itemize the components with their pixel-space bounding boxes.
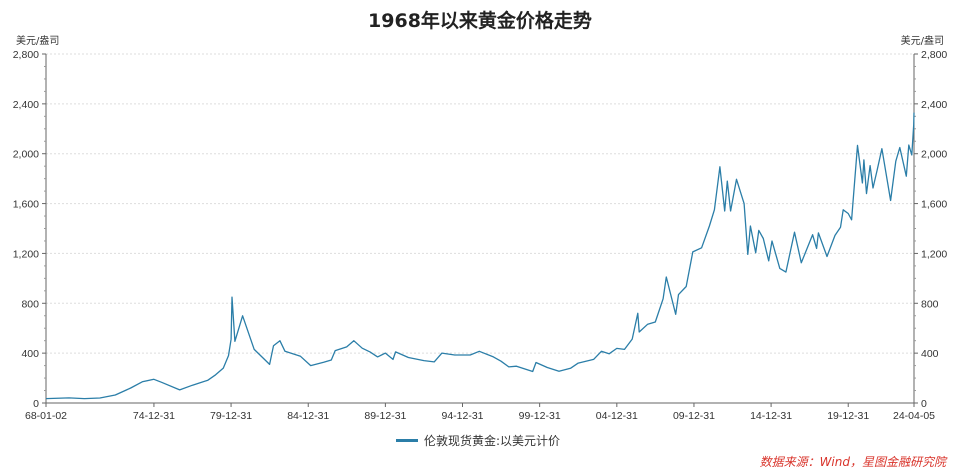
y-tick-label-right: 0 [921, 398, 927, 410]
legend: 伦敦现货黄金:以美元计价 [396, 432, 560, 449]
y-unit-left: 美元/盎司 [16, 34, 59, 47]
y-tick-label-left: 2,000 [13, 149, 39, 161]
y-unit-right: 美元/盎司 [901, 34, 944, 47]
y-tick-label-left: 1,600 [13, 199, 39, 211]
y-tick-label-right: 1,600 [921, 199, 947, 211]
x-tick-label: 79-12-31 [210, 410, 252, 422]
axes [45, 54, 915, 404]
x-tick-label: 19-12-31 [827, 410, 869, 422]
x-tick-label: 99-12-31 [519, 410, 561, 422]
y-tick-label-left: 2,400 [13, 99, 39, 111]
gold-price-line [45, 112, 915, 400]
x-tick-label: 24-04-05 [893, 410, 935, 422]
source-note: 数据来源：Wind，星图金融研究院 [759, 455, 946, 469]
legend-label: 伦敦现货黄金:以美元计价 [424, 434, 561, 448]
x-tick-label: 84-12-31 [287, 410, 329, 422]
x-tick-label: 14-12-31 [750, 410, 792, 422]
y-tick-label-left: 2,800 [13, 49, 39, 61]
x-tick-label: 74-12-31 [133, 410, 175, 422]
y-tick-label-left: 400 [21, 348, 39, 360]
x-tick-label: 94-12-31 [441, 410, 483, 422]
x-tick-label: 68-01-02 [25, 410, 67, 422]
y-axis-left: 0 400 800 1,200 1,600 2,000 2,400 2,800 [13, 49, 46, 410]
y-tick-label-right: 1,200 [921, 248, 947, 260]
gridlines [46, 53, 914, 354]
y-tick-label-right: 2,800 [921, 49, 947, 61]
x-tick-label: 09-12-31 [673, 410, 715, 422]
y-tick-label-right: 400 [921, 348, 939, 360]
x-tick-label: 04-12-31 [596, 410, 638, 422]
y-tick-label-right: 2,400 [921, 99, 947, 111]
y-tick-label-left: 1,200 [13, 248, 39, 260]
legend-swatch [396, 439, 418, 442]
y-tick-label-right: 800 [921, 298, 939, 310]
y-tick-label-right: 2,000 [921, 149, 947, 161]
y-tick-label-left: 800 [21, 298, 39, 310]
x-tick-label: 89-12-31 [364, 410, 406, 422]
x-axis: 68-01-02 74-12-31 79-12-31 84-12-31 89-12-31… [25, 403, 935, 422]
y-tick-label-left: 0 [33, 398, 39, 410]
chart-title: 1968年以来黄金价格走势 [368, 10, 592, 32]
y-axis-right: 0 400 800 1,200 1,600 2,000 2,400 2,800 [914, 49, 947, 410]
